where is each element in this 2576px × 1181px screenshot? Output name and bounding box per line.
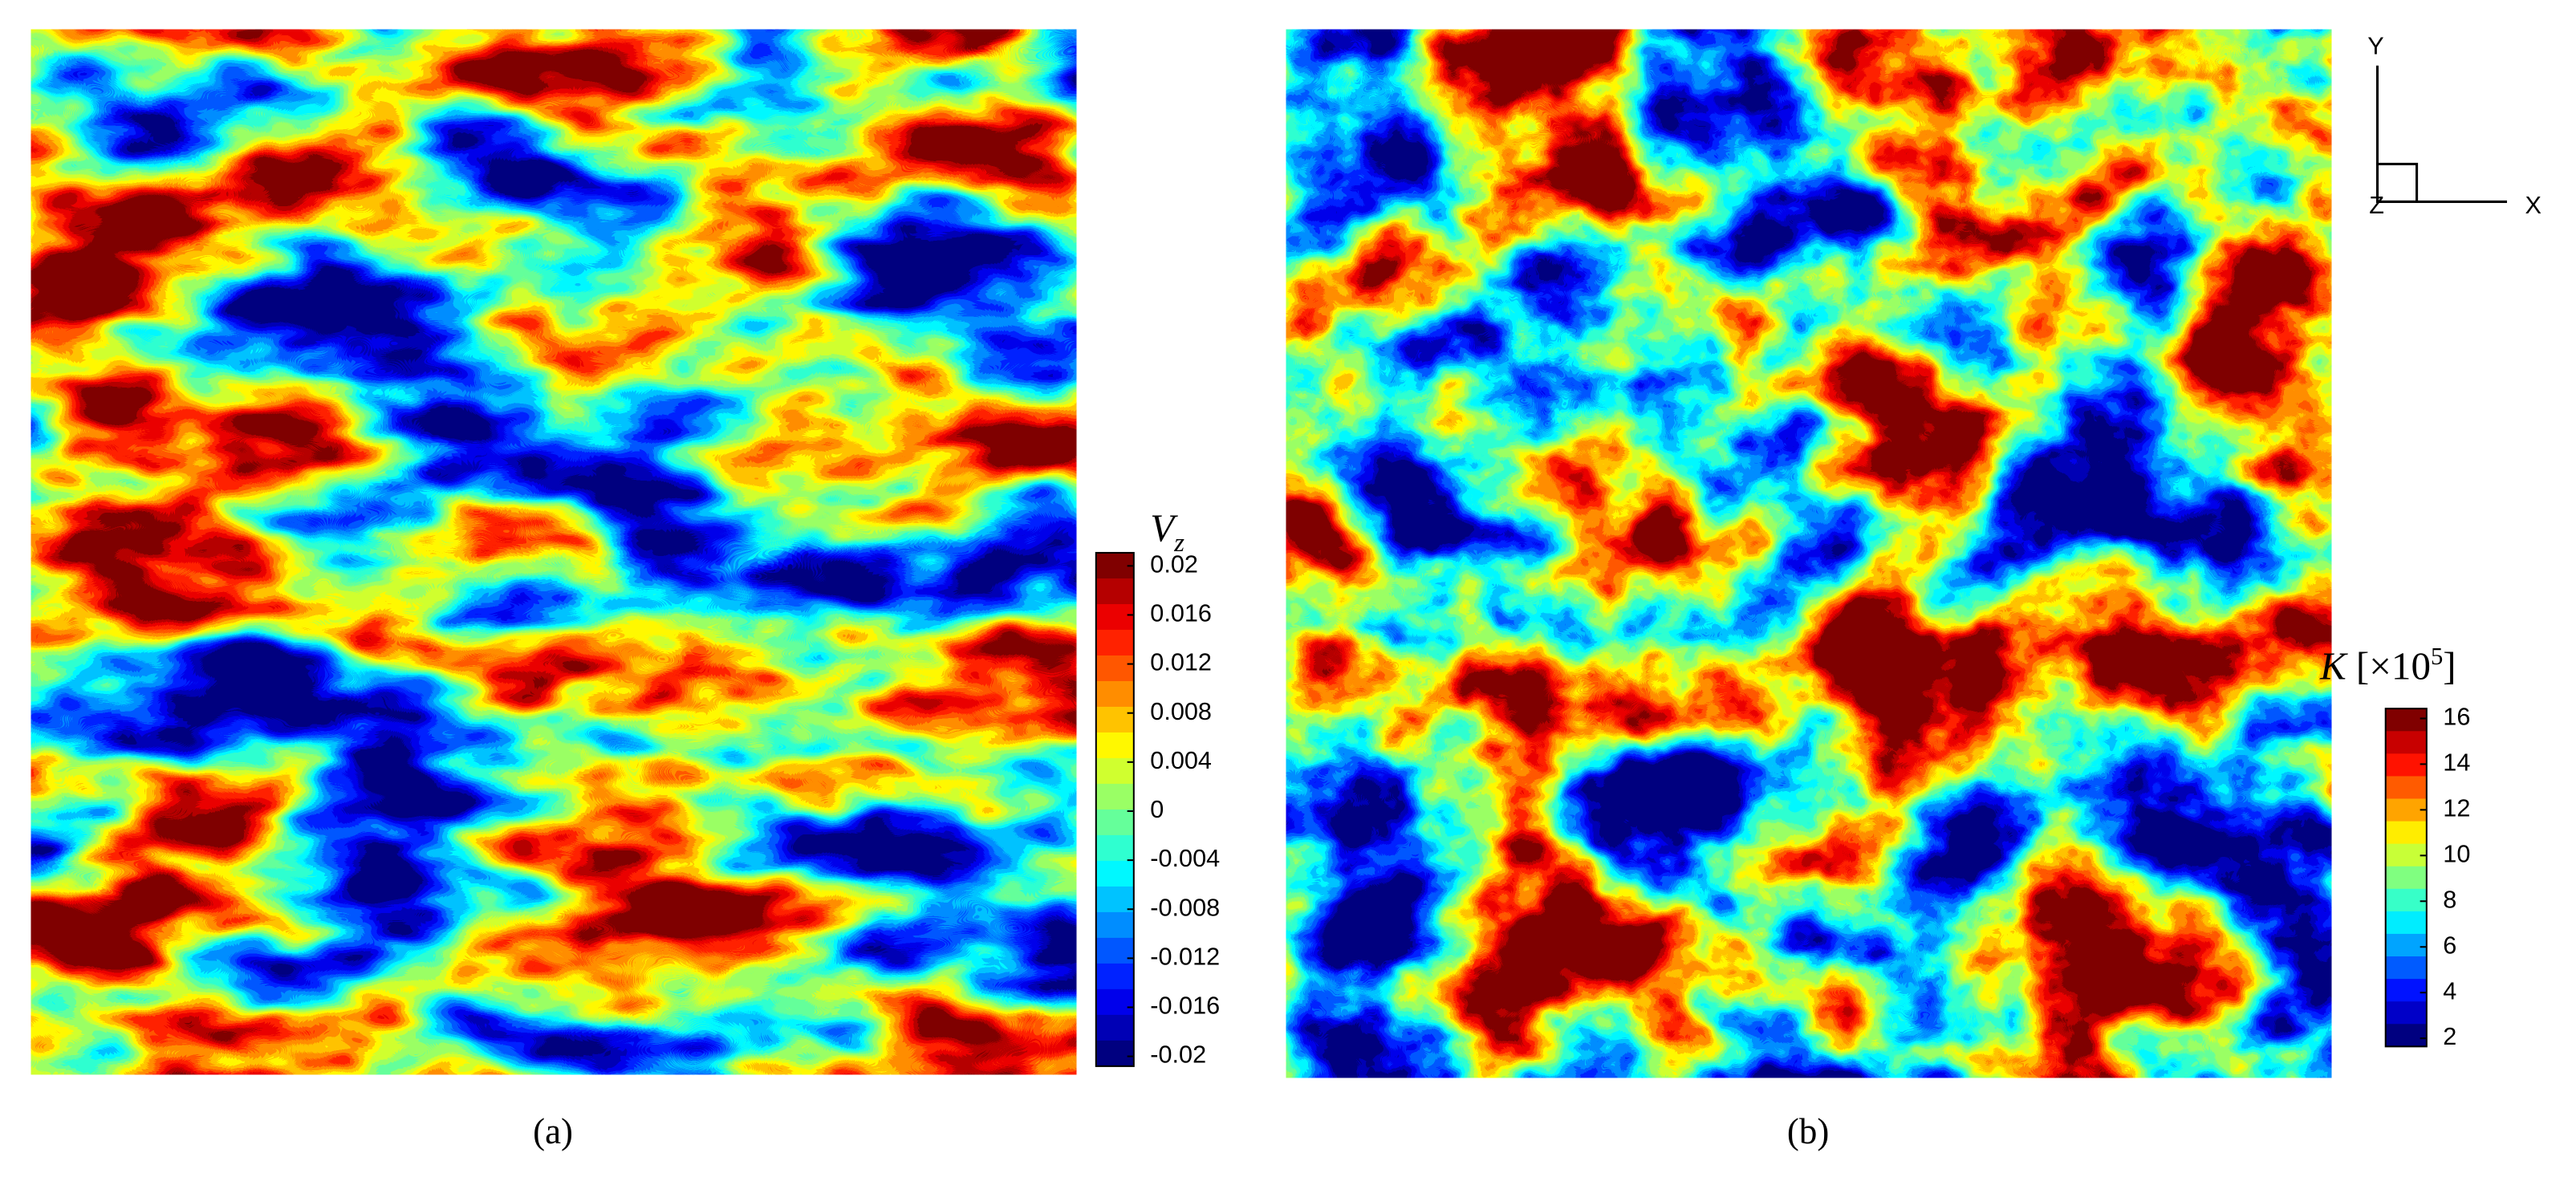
- colorbar: 16 14 12 10 8 6 4 2: [2384, 704, 2470, 1050]
- colorbar-tick-label: 14: [2443, 749, 2470, 777]
- colorbar-frame: [2384, 708, 2428, 1048]
- colorbar-band: [1095, 706, 1134, 733]
- colorbar-tick-label: -0.004: [1150, 845, 1220, 872]
- triad-box: [2375, 162, 2419, 203]
- colorbar-band: [2385, 979, 2427, 1002]
- colorbar-tick-label: 2: [2443, 1023, 2456, 1050]
- colorbar-band: [2385, 753, 2427, 777]
- colorbar-band: [2385, 776, 2427, 800]
- colorbar-tick-label: 0.016: [1150, 600, 1212, 627]
- colorbar-band: [2385, 911, 2427, 935]
- unit: [×10: [2356, 643, 2431, 688]
- colorbar-band: [2385, 731, 2427, 754]
- colorbar-band: [1095, 963, 1134, 990]
- colorbar-band: [2385, 821, 2427, 845]
- triad-label: X: [2525, 192, 2541, 219]
- contour-field: [1286, 29, 2332, 1078]
- colorbar-band: [1095, 911, 1134, 939]
- colorbar-tick-label: -0.016: [1150, 992, 1220, 1020]
- triad-label: Z: [2369, 192, 2384, 219]
- exponent: 5: [2431, 643, 2443, 670]
- colorbar-tick-label: -0.02: [1150, 1041, 1206, 1069]
- colorbar-band: [2385, 956, 2427, 980]
- colorbar-tick-label: -0.012: [1150, 943, 1220, 970]
- colorbar-band: [1095, 1040, 1134, 1067]
- axis-triad: [2375, 65, 2508, 203]
- subscript: z: [1173, 529, 1184, 558]
- colorbar-tick-label: 10: [2443, 840, 2470, 867]
- colorbar-band: [2385, 843, 2427, 867]
- colorbar-band: [1095, 988, 1134, 1016]
- colorbar-band: [2385, 708, 2427, 732]
- colorbar-band: [2385, 1024, 2427, 1047]
- colorbar-band: [1095, 834, 1134, 862]
- colorbar-band: [1095, 937, 1134, 964]
- colorbar-tick-label: 16: [2443, 704, 2470, 731]
- colorbar-title: Vz: [1150, 506, 1184, 558]
- colorbar-band: [1095, 860, 1134, 887]
- colorbar-tick-label: 12: [2443, 794, 2470, 822]
- colorbar-band: [1095, 732, 1134, 759]
- colorbar-band: [1095, 886, 1134, 913]
- colorbar-band: [2385, 866, 2427, 890]
- colorbar-tick-label: 6: [2443, 931, 2456, 959]
- triad-label: Y: [2367, 32, 2383, 59]
- colorbar-band: [1095, 603, 1134, 631]
- colorbar-band: [1095, 783, 1134, 810]
- colorbar-band: [1095, 578, 1134, 605]
- colorbar-tick-label: 8: [2443, 886, 2456, 913]
- colorbar-frame: [1095, 551, 1135, 1067]
- colorbar-tick-label: 0.02: [1150, 550, 1198, 578]
- colorbar-band: [2385, 933, 2427, 957]
- colorbar-band: [1095, 1014, 1134, 1041]
- colorbar-band: [2385, 888, 2427, 912]
- colorbar-band: [2385, 798, 2427, 822]
- colorbar-tick-label: 0.004: [1150, 747, 1212, 774]
- contour-field: [30, 29, 1077, 1075]
- colorbar-tick-label: 0: [1150, 796, 1164, 823]
- colorbar-band: [1095, 680, 1134, 708]
- caption: (b): [1787, 1111, 1829, 1151]
- unit-close: ]: [2443, 643, 2456, 688]
- colorbar-tick-label: 0.012: [1150, 649, 1212, 676]
- colorbar-tick-label: 4: [2443, 977, 2456, 1004]
- colorbar-title: K [×105]: [2319, 643, 2456, 688]
- symbol: K: [2319, 643, 2348, 688]
- colorbar-tick-label: -0.008: [1150, 894, 1220, 921]
- colorbar-band: [1095, 809, 1134, 836]
- colorbar-band: [1095, 655, 1134, 682]
- colorbar-band: [1095, 629, 1134, 656]
- caption: (a): [533, 1111, 573, 1151]
- colorbar: 0.02 0.016 0.012 0.008 0.004 0 -0.004 -0.008 -0.…: [1095, 550, 1220, 1069]
- colorbar-band: [2385, 1001, 2427, 1025]
- colorbar-tick-label: 0.008: [1150, 698, 1212, 725]
- symbol: V: [1150, 506, 1178, 550]
